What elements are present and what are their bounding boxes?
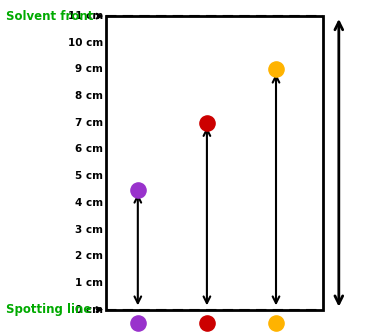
Text: 10 cm: 10 cm — [68, 38, 103, 48]
Point — [135, 187, 141, 192]
Text: 6 cm: 6 cm — [75, 144, 103, 154]
Text: Solvent front: Solvent front — [6, 10, 101, 23]
Text: 7 cm: 7 cm — [75, 118, 103, 128]
Text: Spotting line: Spotting line — [6, 303, 101, 316]
Point — [273, 67, 279, 72]
Point — [135, 320, 141, 326]
Text: 2 cm: 2 cm — [75, 251, 103, 261]
Text: 4 cm: 4 cm — [75, 198, 103, 208]
Text: 1 cm: 1 cm — [75, 278, 103, 288]
Point — [273, 320, 279, 326]
Point — [204, 320, 210, 326]
Text: 9 cm: 9 cm — [75, 64, 103, 74]
Text: 0 cm: 0 cm — [75, 305, 103, 315]
Bar — [106, 16, 323, 310]
Text: 5 cm: 5 cm — [75, 171, 103, 181]
Text: 8 cm: 8 cm — [75, 91, 103, 101]
Point — [204, 120, 210, 126]
Text: 3 cm: 3 cm — [75, 224, 103, 234]
Text: 11 cm: 11 cm — [68, 11, 103, 21]
